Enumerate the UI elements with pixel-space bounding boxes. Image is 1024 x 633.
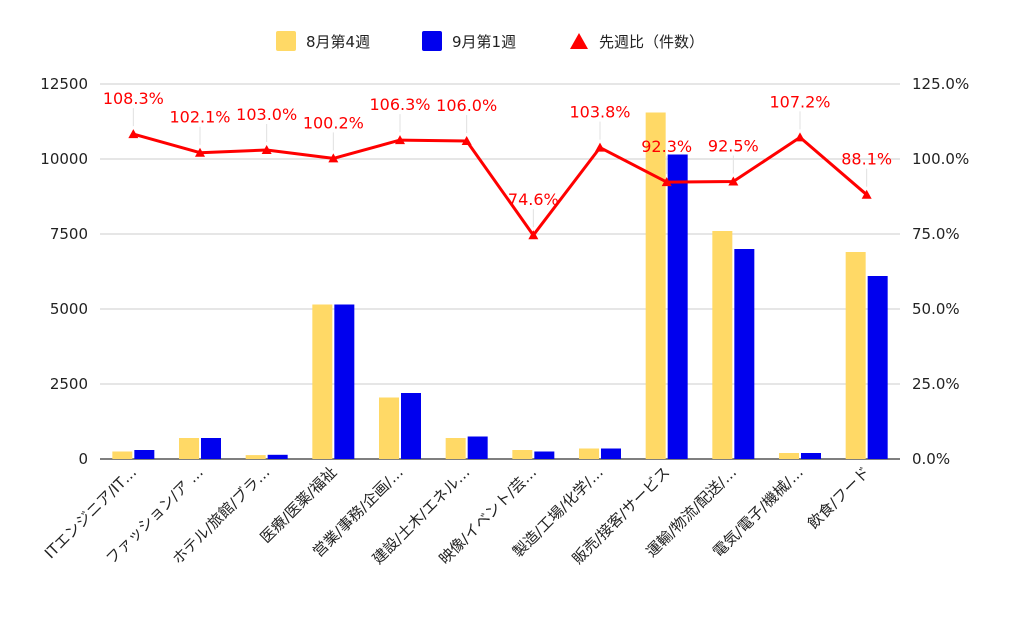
y-right-tick-label: 0.0%: [912, 450, 950, 468]
bar-aug-week4: [112, 451, 133, 459]
bar-aug-week4: [579, 448, 599, 459]
bar-sep-week1: [801, 453, 821, 459]
bar-aug-week4: [712, 231, 733, 459]
bar-sep-week1: [601, 448, 621, 459]
legend: 8月第4週 9月第1週 先週比（件数）: [276, 31, 704, 51]
bar-sep-week1: [201, 438, 221, 459]
y-axis-left: 0 2500 5000 7500 10000 12500: [40, 75, 88, 468]
bar-aug-week4: [512, 450, 533, 459]
ratio-point: [195, 147, 205, 157]
ratio-data-label: 100.2%: [303, 113, 364, 132]
ratio-point: [128, 129, 139, 139]
bar-aug-week4: [245, 455, 266, 459]
y-right-tick-label: 50.0%: [912, 300, 960, 318]
ratio-data-label: 106.3%: [369, 95, 430, 114]
legend-swatch: [570, 33, 588, 49]
ratio-line: [132, 132, 868, 237]
legend-label: 先週比（件数）: [599, 33, 704, 51]
legend-swatch: [422, 31, 442, 51]
ratio-data-label: 107.2%: [769, 92, 830, 111]
gridlines: [100, 83, 900, 460]
ratio-point: [595, 142, 605, 152]
bar-sep-week1: [734, 249, 755, 459]
x-category-label: 飲食/フード: [804, 463, 873, 532]
x-axis: ITエンジニア/IT…ファッション/ア …ホテル/旅館/ブラ…医療/医薬/福祉営…: [41, 463, 873, 568]
legend-swatch: [276, 31, 296, 51]
y-left-tick-label: 12500: [40, 75, 88, 93]
y-right-tick-label: 75.0%: [912, 225, 960, 243]
ratio-data-label: 106.0%: [436, 96, 497, 115]
legend-label: 8月第4週: [306, 33, 370, 51]
y-right-tick-label: 100.0%: [912, 150, 969, 168]
bar-sep-week1: [867, 276, 888, 459]
y-right-tick-label: 125.0%: [912, 75, 969, 93]
ratio-point: [728, 176, 739, 186]
bar-sep-week1: [467, 436, 488, 459]
legend-label: 9月第1週: [452, 33, 516, 51]
bar-aug-week4: [779, 453, 799, 459]
ratio-data-label: 103.8%: [569, 103, 630, 122]
ratio-point: [461, 136, 472, 145]
ratio-point: [261, 145, 272, 154]
bar-sep-week1: [267, 454, 288, 459]
bar-sep-week1: [401, 393, 421, 459]
y-left-tick-label: 5000: [50, 300, 88, 318]
ratio-data-label: 92.5%: [708, 137, 759, 156]
bar-sep-week1: [667, 154, 688, 459]
bar-series: [112, 112, 888, 459]
ratio-point: [861, 189, 872, 199]
ratio-point: [661, 177, 672, 187]
y-left-tick-label: 0: [78, 450, 88, 468]
bar-sep-week1: [534, 451, 555, 459]
ratio-point: [528, 230, 539, 240]
y-left-tick-label: 2500: [50, 375, 88, 393]
bar-aug-week4: [445, 438, 466, 459]
ratio-data-label: 108.3%: [103, 89, 164, 108]
bar-aug-week4: [179, 438, 199, 459]
y-right-tick-label: 25.0%: [912, 375, 960, 393]
ratio-point: [395, 135, 405, 145]
bar-sep-week1: [134, 450, 155, 459]
ratio-data-label: 92.3%: [641, 137, 692, 156]
ratio-data-label: 88.1%: [841, 150, 892, 169]
ratio-line-series: [128, 129, 872, 240]
bar-aug-week4: [312, 304, 333, 459]
ratio-data-labels: 108.3% 102.1% 103.0% 100.2% 106.3% 106.0% 74.6…: [103, 89, 892, 228]
y-left-tick-label: 7500: [50, 225, 88, 243]
ratio-point: [795, 132, 805, 142]
ratio-point: [328, 153, 339, 163]
bar-aug-week4: [845, 252, 866, 459]
bar-sep-week1: [334, 304, 355, 459]
ratio-data-label: 103.0%: [236, 105, 297, 124]
bar-aug-week4: [379, 397, 399, 459]
bar-aug-week4: [645, 112, 666, 459]
y-left-tick-label: 10000: [40, 150, 88, 168]
ratio-data-label: 102.1%: [169, 108, 230, 127]
y-axis-right: 0.0% 25.0% 50.0% 75.0% 100.0% 125.0%: [912, 75, 969, 468]
ratio-data-label: 74.6%: [508, 190, 559, 209]
